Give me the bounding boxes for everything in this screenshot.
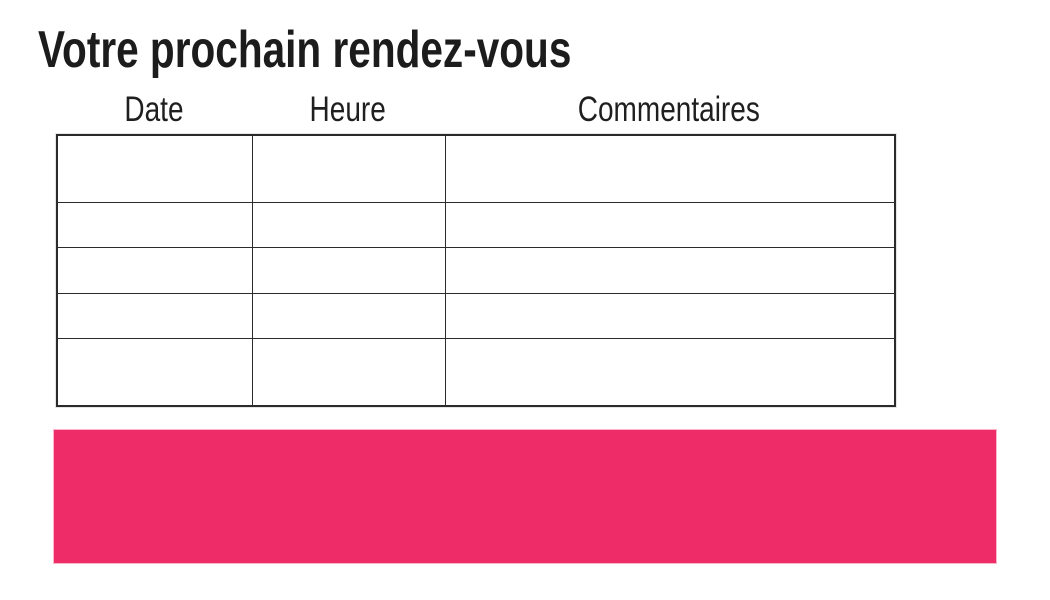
column-header-commentaires: Commentaires [577, 89, 761, 129]
highlight-banner [54, 430, 996, 563]
cell-date [56, 134, 253, 204]
cell-heure [251, 134, 446, 204]
table-header-row: Date Heure Commentaires [56, 90, 894, 128]
column-header-date-cell: Date [56, 90, 251, 128]
table-row [56, 247, 896, 294]
cell-commentaires [444, 202, 896, 249]
appointment-table [56, 134, 896, 407]
column-header-date: Date [123, 89, 184, 129]
cell-date [56, 247, 253, 294]
table-row [56, 202, 896, 249]
cell-commentaires [444, 134, 896, 204]
table-row [56, 292, 896, 339]
table-row [56, 134, 896, 204]
column-header-heure: Heure [309, 89, 386, 129]
column-header-heure-cell: Heure [251, 90, 444, 128]
cell-heure [251, 247, 446, 294]
table-row [56, 337, 896, 407]
cell-heure [251, 202, 446, 249]
cell-commentaires [444, 292, 896, 339]
cell-date [56, 292, 253, 339]
appointment-table-body [56, 134, 896, 407]
cell-heure [251, 292, 446, 339]
cell-heure [251, 337, 446, 407]
column-header-commentaires-cell: Commentaires [444, 90, 894, 128]
page-title: Votre prochain rendez-vous [38, 21, 572, 79]
cell-commentaires [444, 247, 896, 294]
cell-date [56, 337, 253, 407]
cell-commentaires [444, 337, 896, 407]
cell-date [56, 202, 253, 249]
